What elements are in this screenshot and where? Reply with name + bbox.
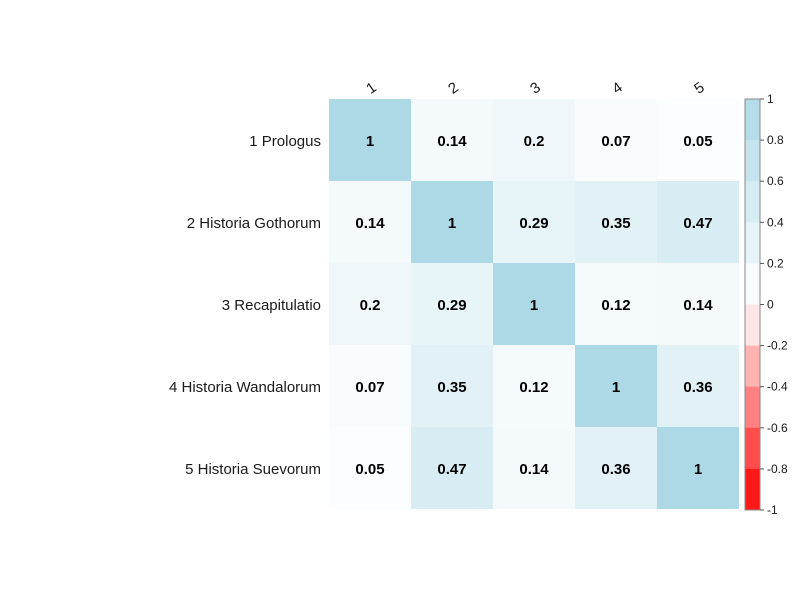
heatmap-cell-r2-c2	[411, 181, 493, 263]
heatmap-cell-r2-c5	[657, 181, 739, 263]
cell-value-r4-c4: 1	[612, 379, 620, 396]
heatmap-cell-r1-c3	[493, 99, 575, 181]
legend-tick-label-3: 0.6	[767, 174, 784, 188]
cell-value-r3-c3: 1	[530, 297, 538, 314]
legend-swatch-6	[745, 304, 760, 347]
row-label-2: 2 Historia Gothorum	[187, 215, 321, 232]
column-label-3: 3	[527, 79, 544, 98]
heatmap-cell-labels: 1 0.14 0.2 0.07 0.05 0.14 1 0.29 0.35 0.47 0.2 0.29…	[355, 133, 713, 478]
cell-value-r1-c3: 0.2	[524, 133, 545, 150]
cell-value-r1-c5: 0.05	[683, 133, 712, 150]
cell-value-r2-c1: 0.14	[355, 215, 385, 232]
cell-value-r1-c1: 1	[366, 133, 374, 150]
cell-value-r2-c5: 0.47	[683, 215, 712, 232]
legend-tick-label-10: -0.8	[767, 462, 788, 476]
legend-swatch-1	[745, 99, 760, 141]
legend-tick-label-2: 0.8	[767, 133, 784, 147]
legend-tick-label-4: 0.4	[767, 215, 784, 229]
heatmap-cell-r3-c2	[411, 263, 493, 345]
heatmap-cell-r1-c5	[657, 99, 739, 181]
heatmap-cell-r4-c5	[657, 345, 739, 427]
row-labels: 1 Prologus 2 Historia Gothorum 3 Recapitul…	[169, 133, 321, 478]
heatmap-cell-r5-c4	[575, 427, 657, 509]
heatmap-cell-r5-c1	[329, 427, 411, 509]
legend-tick-label-9: -0.6	[767, 421, 788, 435]
legend-tick-label-11: -1	[767, 503, 778, 517]
legend-swatch-9	[745, 427, 760, 470]
row-label-3: 3 Recapitulatio	[222, 297, 321, 314]
legend-swatch-4	[745, 222, 760, 264]
legend-swatch-7	[745, 345, 760, 388]
legend-swatch-3	[745, 181, 760, 223]
row-label-5: 5 Historia Suevorum	[185, 461, 321, 478]
heatmap-cell-r3-c4	[575, 263, 657, 345]
legend-swatch-5	[745, 263, 760, 305]
cell-value-r3-c2: 0.29	[437, 297, 466, 314]
legend-swatch-8	[745, 386, 760, 429]
heatmap-cell-r1-c1	[329, 99, 411, 181]
legend-tick-label-6: 0	[767, 298, 774, 312]
heatmap-cell-r5-c2	[411, 427, 493, 509]
cell-value-r5-c2: 0.47	[437, 461, 466, 478]
heatmap-cell-r1-c2	[411, 99, 493, 181]
heatmap-cell-r2-c1	[329, 181, 411, 263]
cell-value-r4-c1: 0.07	[355, 379, 384, 396]
cell-value-r3-c5: 0.14	[683, 297, 713, 314]
heatmap-cell-r4-c1	[329, 345, 411, 427]
heatmap-cell-r2-c4	[575, 181, 657, 263]
cell-value-r2-c2: 1	[448, 215, 456, 232]
cell-value-r3-c4: 0.12	[601, 297, 630, 314]
legend-tick-label-1: 1	[767, 92, 774, 106]
legend-tick-label-7: -0.2	[767, 339, 788, 353]
legend-tick-label-8: -0.4	[767, 380, 788, 394]
column-label-5: 5	[691, 79, 708, 98]
heatmap-cells	[329, 99, 739, 509]
heatmap-cell-r4-c4	[575, 345, 657, 427]
cell-value-r2-c4: 0.35	[601, 215, 630, 232]
cell-value-r5-c4: 0.36	[601, 461, 630, 478]
cell-value-r4-c3: 0.12	[519, 379, 548, 396]
heatmap-cell-r3-c3	[493, 263, 575, 345]
column-label-4: 4	[609, 79, 626, 98]
heatmap-cell-r1-c4	[575, 99, 657, 181]
legend-tick-label-5: 0.2	[767, 256, 784, 270]
cell-value-r5-c1: 0.05	[355, 461, 384, 478]
cell-value-r5-c3: 0.14	[519, 461, 549, 478]
column-label-1: 1	[363, 79, 380, 98]
row-label-1: 1 Prologus	[249, 133, 321, 150]
cell-value-r4-c2: 0.35	[437, 379, 466, 396]
cell-value-r1-c4: 0.07	[601, 133, 630, 150]
cell-value-r4-c5: 0.36	[683, 379, 712, 396]
heatmap-cell-r3-c1	[329, 263, 411, 345]
column-labels: 1 2 3 4 5	[363, 79, 708, 98]
cell-value-r3-c1: 0.2	[360, 297, 381, 314]
cell-value-r5-c5: 1	[694, 461, 702, 478]
cell-value-r1-c2: 0.14	[437, 133, 467, 150]
heatmap-cell-r5-c3	[493, 427, 575, 509]
legend-swatch-10	[745, 468, 760, 511]
heatmap-cell-r4-c2	[411, 345, 493, 427]
heatmap-cell-r5-c5	[657, 427, 739, 509]
heatmap-cell-r4-c3	[493, 345, 575, 427]
cell-value-r2-c3: 0.29	[519, 215, 548, 232]
heatmap-cell-r2-c3	[493, 181, 575, 263]
column-label-2: 2	[445, 79, 462, 98]
color-legend: 1 0.8 0.6 0.4 0.2 0 -0.2 -0.4 -0.6 -0.8 -1	[744, 92, 788, 517]
row-label-4: 4 Historia Wandalorum	[169, 379, 321, 396]
legend-swatch-2	[745, 140, 760, 182]
heatmap-cell-r3-c5	[657, 263, 739, 345]
